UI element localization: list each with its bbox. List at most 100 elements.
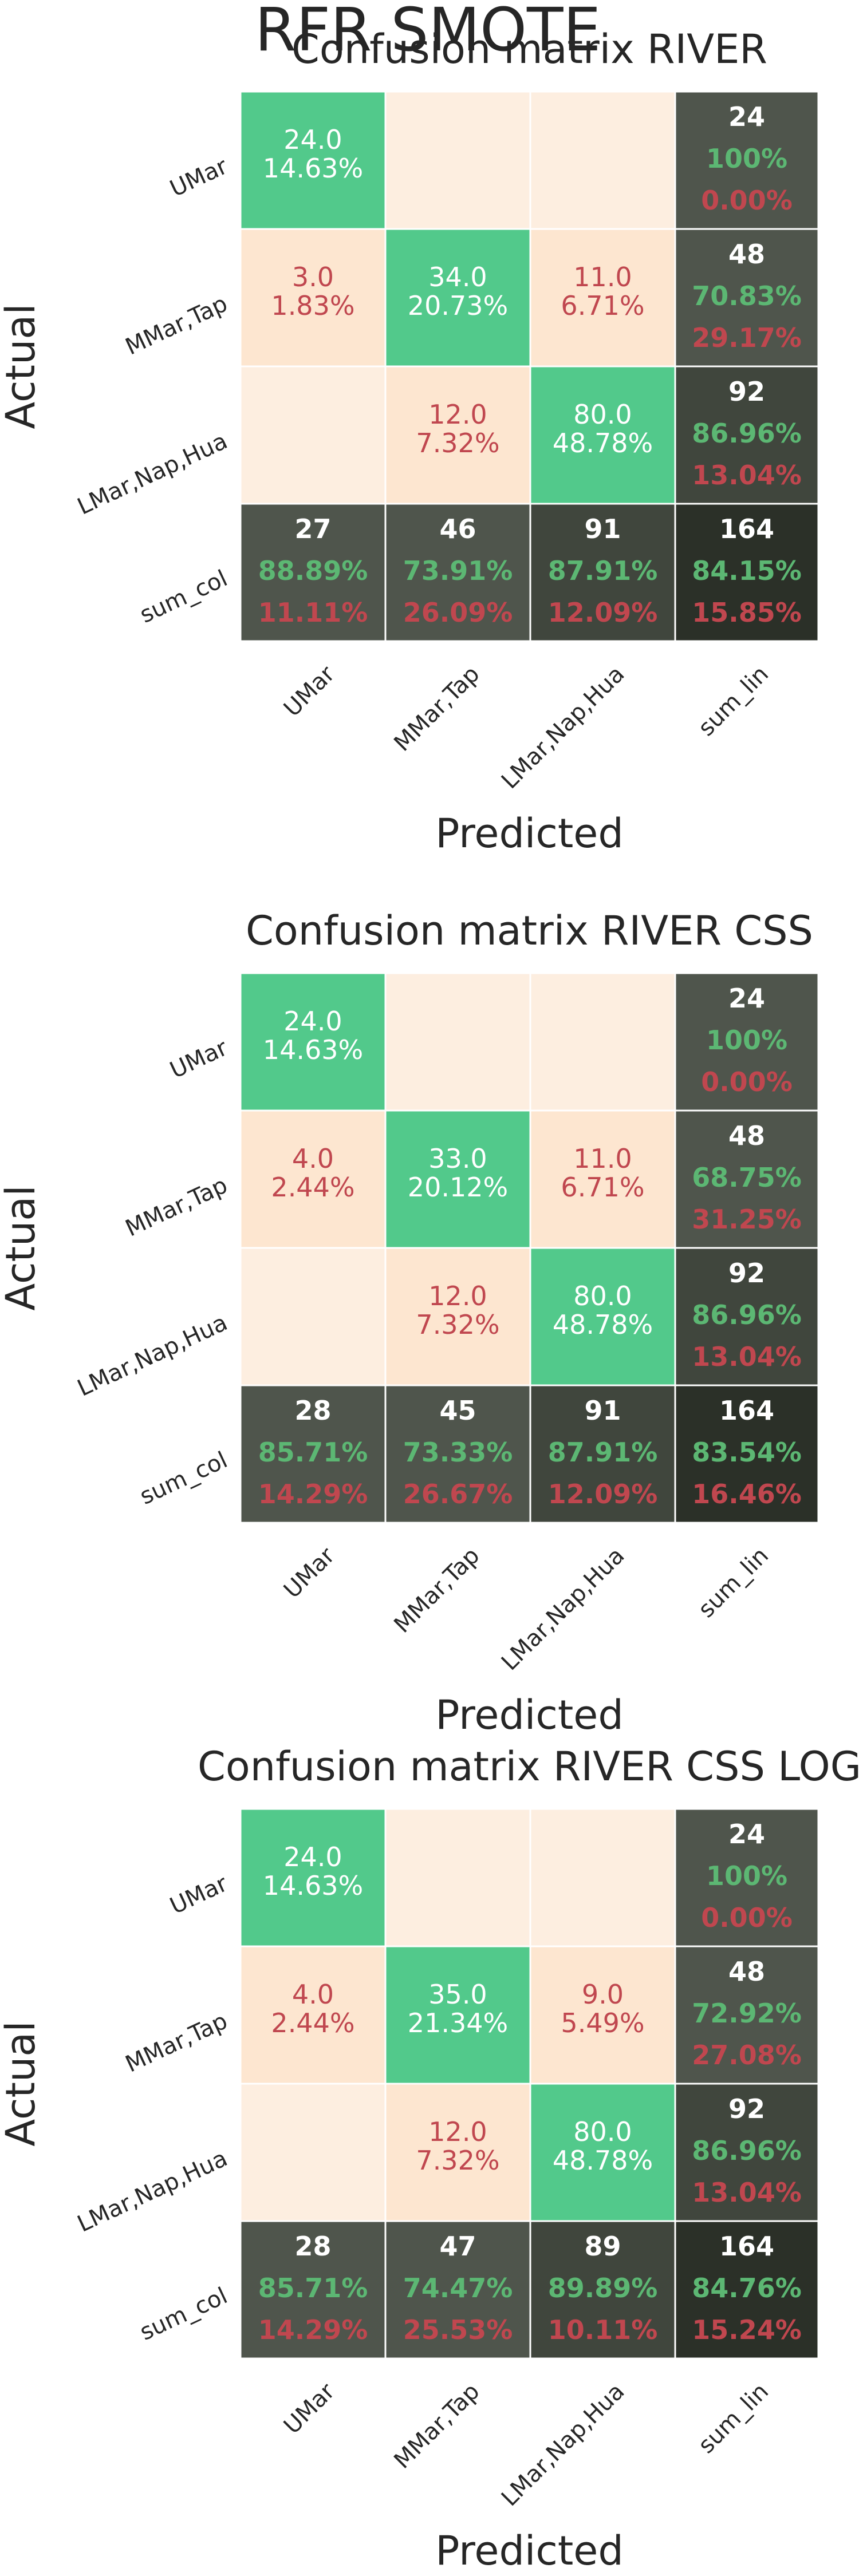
cell-summary-label: 31.25% xyxy=(692,1204,802,1235)
cell-value-label: 12.0 xyxy=(428,2116,487,2147)
heatmap-cell xyxy=(529,1384,676,1524)
row-tick-label: LMar,Nap,Hua xyxy=(73,428,231,520)
figure-suptitle: RFR SMOTE xyxy=(255,0,601,65)
cell-summary-label: 48 xyxy=(728,1956,765,1987)
heatmap-cell xyxy=(384,1384,531,1524)
charts-group: Confusion matrix RIVER 24.0 14.63% 24 100% 0.… xyxy=(0,26,859,2574)
confusion-matrix-panel: Confusion matrix RIVER CSS 24.014.63% 24 10… xyxy=(0,907,819,1739)
heatmap-cell xyxy=(529,972,676,1112)
cell-value-label: 6.71% xyxy=(561,1172,644,1203)
cell-value-label: 1.83% xyxy=(271,290,354,321)
cell-summary-label: 48 xyxy=(728,1120,765,1151)
cell-summary-label: 46 xyxy=(439,513,476,544)
cell-summary-label: 86.96% xyxy=(692,1299,802,1330)
cell-value-label: 7.32% xyxy=(416,428,499,459)
cell-summary-label: 92 xyxy=(728,2093,765,2124)
heatmap-cell xyxy=(674,1384,819,1524)
cell-value-label: 80.0 xyxy=(573,2116,632,2147)
heatmap-cell xyxy=(674,1808,819,1947)
row-tick-label: LMar,Nap,Hua xyxy=(73,1309,231,1401)
cell-value-label: 11.0 xyxy=(573,262,632,293)
column-tick-label: MMar,Tap xyxy=(389,1543,484,1638)
cell-value-label: 2.44% xyxy=(271,2008,354,2038)
cell-value-label: 48.78% xyxy=(553,428,653,459)
column-tick-label: sum_lin xyxy=(693,1543,774,1623)
x-axis-label: Predicted xyxy=(435,1692,624,1739)
cell-summary-label: 15.24% xyxy=(692,2314,802,2345)
cell-summary-label: 89 xyxy=(584,2231,621,2262)
cell-summary-label: 84.76% xyxy=(692,2273,802,2304)
y-axis-label: Actual xyxy=(0,2021,44,2146)
heatmap-cell xyxy=(384,1247,531,1386)
row-tick-label: sum_col xyxy=(136,1447,231,1510)
cell-value-label: 4.0 xyxy=(292,1979,334,2010)
cell-summary-label: 164 xyxy=(719,513,774,544)
cell-summary-label: 73.33% xyxy=(403,1437,513,1468)
x-axis-label: Predicted xyxy=(435,810,624,857)
row-tick-label: sum_col xyxy=(136,2282,231,2345)
cell-summary-label: 13.04% xyxy=(692,2177,802,2208)
y-axis-label: Actual xyxy=(0,303,44,429)
chart-title: Confusion matrix RIVER CSS xyxy=(246,907,813,954)
cell-value-label: 34.0 xyxy=(428,262,487,293)
cell-value-label: 7.32% xyxy=(416,1309,499,1340)
cell-value-label: 80.0 xyxy=(573,399,632,430)
cell-summary-label: 27 xyxy=(294,513,331,544)
cell-summary-label: 24 xyxy=(728,983,765,1014)
heatmap-cell xyxy=(529,1109,676,1249)
heatmap-cell xyxy=(674,1247,819,1386)
confusion-matrix-panel: Confusion matrix RIVER CSS LOG 24.014.63%… xyxy=(0,1743,859,2574)
row-tick-label: MMar,Tap xyxy=(121,1172,231,1242)
cell-summary-label: 27.08% xyxy=(692,2040,802,2071)
row-tick-label: MMar,Tap xyxy=(121,2008,231,2077)
cell-summary-label: 70.83% xyxy=(692,280,802,311)
heatmap-cell xyxy=(674,1109,819,1249)
cell-summary-label: 13.04% xyxy=(692,1341,802,1372)
cell-value-label: 80.0 xyxy=(573,1281,632,1311)
column-tick-label: LMar,Nap,Hua xyxy=(497,2379,630,2512)
row-tick-label: MMar,Tap xyxy=(121,290,231,360)
heatmap-cell xyxy=(674,503,819,642)
row-tick-label: sum_col xyxy=(136,565,231,628)
column-tick-label: UMar xyxy=(279,661,340,722)
cell-value-label: 4.0 xyxy=(292,1143,334,1174)
cell-summary-label: 16.46% xyxy=(692,1479,802,1510)
cell-summary-label: 0.00% xyxy=(701,185,793,216)
heatmap-cell xyxy=(239,1109,387,1249)
heatmap-cell xyxy=(674,2220,819,2360)
heatmap-cell xyxy=(529,2220,676,2360)
chart-title: Confusion matrix RIVER xyxy=(291,26,767,73)
heatmap-cell xyxy=(384,365,531,505)
cell-summary-label: 100% xyxy=(706,143,787,174)
cell-summary-label: 45 xyxy=(439,1395,476,1426)
cell-value-label: 12.0 xyxy=(428,399,487,430)
cell-value-label: 24.0 xyxy=(283,1842,342,1872)
cell-summary-label: 73.91% xyxy=(403,555,513,586)
cell-summary-label: 29.17% xyxy=(692,322,802,353)
cell-summary-label: 26.67% xyxy=(403,1479,513,1510)
cell-summary-label: 0.00% xyxy=(701,1902,793,1933)
row-tick-label: UMar xyxy=(166,1034,232,1084)
heatmap-cell xyxy=(239,1945,387,2085)
column-tick-label: MMar,Tap xyxy=(389,661,484,757)
cell-summary-label: 68.75% xyxy=(692,1162,802,1193)
cell-value-label: 14.63% xyxy=(263,1034,363,1065)
cell-summary-label: 12.09% xyxy=(548,597,658,628)
cell-value-label: 14.63% xyxy=(263,153,363,184)
row-tick-label: UMar xyxy=(166,153,232,202)
cell-summary-label: 13.04% xyxy=(692,460,802,491)
cell-summary-label: 164 xyxy=(719,1395,774,1426)
heatmap-cell xyxy=(384,1109,531,1249)
cell-summary-label: 100% xyxy=(706,1860,787,1891)
column-tick-label: MMar,Tap xyxy=(389,2379,484,2474)
heatmap-cell xyxy=(384,503,531,642)
heatmap-cell xyxy=(384,1945,531,2085)
cell-summary-label: 164 xyxy=(719,2231,774,2262)
heatmap-cell xyxy=(529,90,676,230)
cell-summary-label: 84.15% xyxy=(692,555,802,586)
heatmap-cell xyxy=(529,503,676,642)
heatmap-cell xyxy=(239,2220,387,2360)
column-tick-label: UMar xyxy=(279,1542,340,1603)
cell-value-label: 9.0 xyxy=(582,1979,624,2010)
column-tick-label: LMar,Nap,Hua xyxy=(497,661,630,795)
